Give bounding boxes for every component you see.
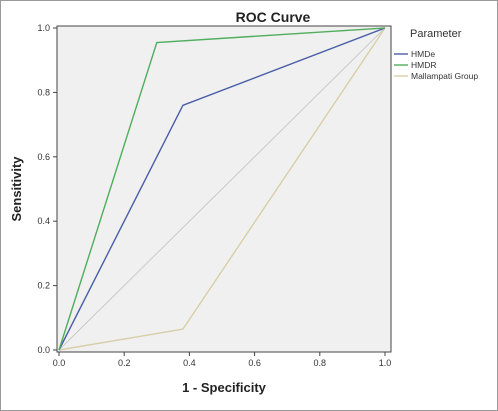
y-axis: 0.0 0.2 0.4 0.6 0.8 1.0: [37, 23, 57, 355]
series-layer: [58, 27, 386, 351]
legend-label-hmde: HMDe: [411, 49, 435, 59]
y-tick-label: 0.2: [37, 281, 50, 291]
x-axis-title: 1 - Specificity: [182, 380, 267, 395]
legend-label-hmdr: HMDR: [411, 60, 437, 70]
series-line-hmde: [58, 27, 386, 351]
y-tick-label: 0.6: [37, 152, 50, 162]
y-tick-label: 0.8: [37, 87, 50, 97]
legend-label-mallampati-group: Mallampati Group: [411, 71, 478, 81]
x-tick-label: 0.8: [314, 358, 327, 368]
chart-title: ROC Curve: [236, 9, 311, 25]
y-tick-label: 1.0: [37, 23, 50, 33]
legend-title: Parameter: [410, 28, 462, 40]
y-tick-label: 0.0: [37, 345, 50, 355]
y-tick-label: 0.4: [37, 216, 50, 226]
x-tick-label: 0.6: [248, 358, 261, 368]
series-line-reference: [58, 27, 386, 351]
x-tick-label: 0.4: [183, 358, 196, 368]
series-line-hmdr: [58, 27, 386, 351]
y-axis-title: Sensitivity: [9, 156, 24, 222]
series-line-mallampati-group: [58, 27, 386, 351]
x-axis: 0.0 0.2 0.4 0.6 0.8 1.0: [53, 352, 392, 368]
x-tick-label: 0.2: [118, 358, 131, 368]
x-tick-label: 0.0: [53, 358, 66, 368]
x-tick-label: 1.0: [379, 358, 392, 368]
